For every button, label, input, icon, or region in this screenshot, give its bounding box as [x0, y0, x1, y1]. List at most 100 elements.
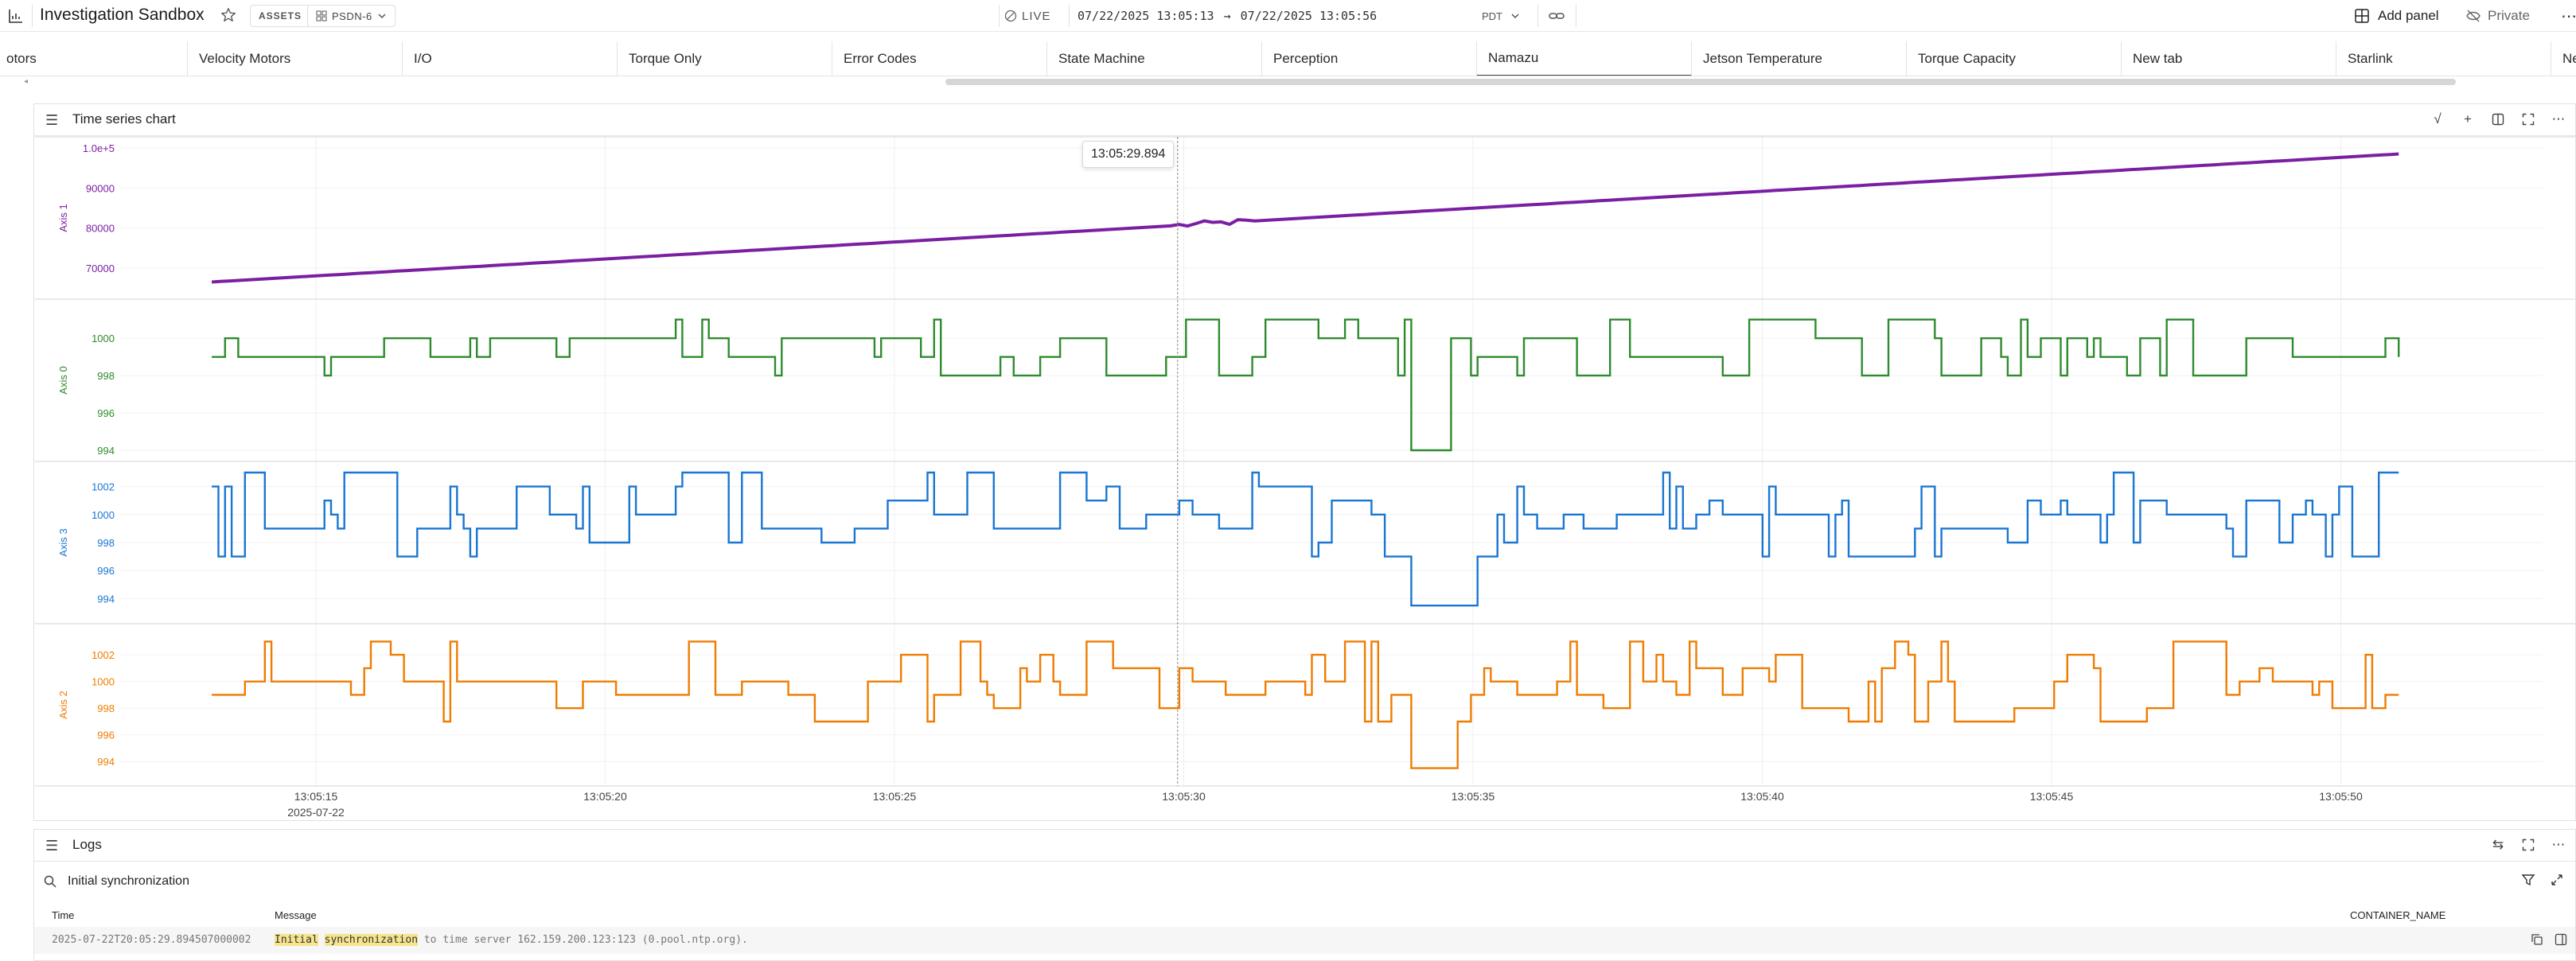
tab-perception[interactable]: Perception	[1262, 41, 1477, 76]
x-tick-label: 13:05:20	[583, 790, 627, 803]
axis-label: Axis 0	[57, 366, 69, 394]
tab-overflow[interactable]: Ne	[2562, 51, 2576, 66]
split-view-icon[interactable]	[2489, 111, 2507, 128]
page-title: Investigation Sandbox	[40, 6, 205, 24]
fullscreen-icon[interactable]	[2519, 111, 2537, 128]
filter-icon[interactable]	[2521, 873, 2535, 887]
scroll-left-icon[interactable]: ◂	[24, 77, 29, 86]
x-tick-label: 13:05:30	[1162, 790, 1206, 803]
y-tick-label: 80000	[86, 223, 115, 235]
y-tick-label: 1002	[92, 649, 115, 661]
chevron-down-icon	[1511, 14, 1519, 19]
drag-handle-icon[interactable]: ☰	[45, 112, 59, 128]
y-tick-label: 996	[97, 730, 115, 741]
x-tick-label: 13:05:40	[1740, 790, 1784, 803]
column-time[interactable]: Time	[52, 909, 75, 921]
series-line-axis-1	[211, 152, 2399, 284]
tab-jetson-temperature[interactable]: Jetson Temperature	[1692, 41, 1907, 76]
fullscreen-icon[interactable]	[2519, 836, 2537, 854]
series-line-axis-2	[212, 640, 2399, 769]
private-toggle[interactable]: Private	[2465, 5, 2530, 27]
x-tick-label: 13:05:15	[294, 790, 338, 803]
add-panel-button[interactable]: Add panel	[2354, 5, 2439, 27]
top-bar: Investigation Sandbox ASSETS PSDN-6 LIVE…	[0, 0, 2576, 32]
y-tick-label: 996	[97, 407, 115, 419]
axis-label: Axis 1	[57, 204, 69, 231]
time-series-chart[interactable]: 1.0e+5 90000 80000 70000 Axis 1 1000 998 996 994…	[0, 0, 2576, 827]
add-panel-icon	[2355, 9, 2369, 23]
axis-label: Axis 3	[57, 528, 69, 556]
y-tick-label: 998	[97, 702, 115, 714]
y-tick-label: 998	[97, 537, 115, 549]
tab-namazu[interactable]: Namazu	[1477, 41, 1692, 76]
tab-motors[interactable]: otors	[0, 41, 188, 76]
y-tick-label: 998	[97, 370, 115, 382]
star-icon[interactable]	[220, 6, 237, 24]
y-tick-label: 90000	[86, 182, 115, 194]
time-start[interactable]: 07/22/2025 13:05:13	[1078, 9, 1214, 23]
log-message: Initial synchronization to time server 1…	[275, 934, 748, 946]
expand-icon[interactable]	[2550, 873, 2564, 887]
more-icon[interactable]: ⋯	[2551, 111, 2566, 126]
x-tick-label: 13:05:25	[873, 790, 917, 803]
more-icon[interactable]: ⋯	[2551, 837, 2566, 852]
chart-app-icon[interactable]	[6, 6, 25, 25]
axis-label: Axis 2	[57, 691, 69, 718]
tab-state-machine[interactable]: State Machine	[1047, 41, 1262, 76]
private-label: Private	[2488, 8, 2530, 23]
link-icon[interactable]	[1547, 6, 1566, 25]
swap-icon[interactable]: ⇆	[2492, 837, 2504, 852]
x-tick-label: 13:05:50	[2319, 790, 2363, 803]
live-label: LIVE	[1022, 9, 1051, 23]
tabs-scrollbar-thumb[interactable]	[945, 79, 2456, 85]
live-off-icon	[1004, 10, 1017, 22]
asset-select-value: PSDN-6	[332, 10, 372, 22]
log-highlight: Initial	[275, 934, 318, 946]
time-range-picker[interactable]: 07/22/2025 13:05:13 → 07/22/2025 13:05:5…	[1078, 5, 1377, 27]
time-series-panel: ☰ Time series chart √ + ⋯	[33, 103, 2576, 821]
y-tick-label: 994	[97, 593, 115, 605]
x-tick-label: 13:05:35	[1452, 790, 1495, 803]
y-tick-label: 1002	[92, 481, 115, 493]
tab-io[interactable]: I/O	[403, 41, 618, 76]
tab-torque-capacity[interactable]: Torque Capacity	[1907, 41, 2122, 76]
side-panel-icon[interactable]	[2555, 933, 2567, 946]
y-tick-label: 1000	[92, 676, 115, 688]
logs-panel: ☰ Logs ⇆ ⋯ Initial synchronization Time …	[33, 829, 2576, 961]
column-container-name[interactable]: CONTAINER_NAME	[2350, 909, 2446, 921]
y-tick-label: 70000	[86, 263, 115, 274]
search-input[interactable]: Initial synchronization	[68, 874, 189, 888]
tab-torque-only[interactable]: Torque Only	[618, 41, 832, 76]
live-toggle[interactable]: LIVE	[1004, 5, 1051, 27]
x-tick-label: 13:05:45	[2030, 790, 2074, 803]
time-end[interactable]: 07/22/2025 13:05:56	[1240, 9, 1378, 23]
tab-error-codes[interactable]: Error Codes	[832, 41, 1047, 76]
y-tick-label: 1000	[92, 333, 115, 344]
tabs-scrollbar[interactable]: ◂	[0, 77, 2576, 87]
copy-icon[interactable]	[2531, 933, 2543, 946]
more-icon[interactable]: ⋯	[2561, 8, 2576, 25]
tab-velocity-motors[interactable]: Velocity Motors	[188, 41, 403, 76]
y-tick-label: 994	[97, 445, 115, 457]
asset-grid-icon	[316, 10, 327, 21]
drag-handle-icon[interactable]: ☰	[45, 838, 59, 854]
y-tick-label: 996	[97, 565, 115, 577]
dashboard-tabs: otors Velocity Motors I/O Torque Only Er…	[0, 41, 2576, 76]
cursor-tooltip: 13:05:29.894	[1082, 141, 1175, 168]
asset-select[interactable]: PSDN-6	[307, 5, 396, 27]
log-row[interactable]: 2025-07-22T20:05:29.894507000002 Initial…	[34, 927, 2575, 954]
column-message[interactable]: Message	[275, 909, 317, 921]
logs-column-headers: Time Message CONTAINER_NAME	[34, 903, 2575, 927]
tab-new-tab[interactable]: New tab	[2122, 41, 2336, 76]
tab-starlink[interactable]: Starlink	[2336, 41, 2551, 76]
timezone-value: PDT	[1482, 10, 1502, 22]
logs-search[interactable]: Initial synchronization	[34, 868, 2575, 895]
search-icon	[44, 875, 57, 888]
add-panel-label: Add panel	[2378, 8, 2439, 23]
formula-icon[interactable]: √	[2434, 111, 2442, 126]
timezone-select[interactable]: PDT	[1482, 5, 1520, 27]
y-tick-label: 1000	[92, 509, 115, 521]
panel-header: ☰ Logs ⇆ ⋯	[34, 830, 2575, 862]
add-series-icon[interactable]: +	[2464, 111, 2472, 126]
y-tick-label: 1.0e+5	[83, 142, 115, 154]
